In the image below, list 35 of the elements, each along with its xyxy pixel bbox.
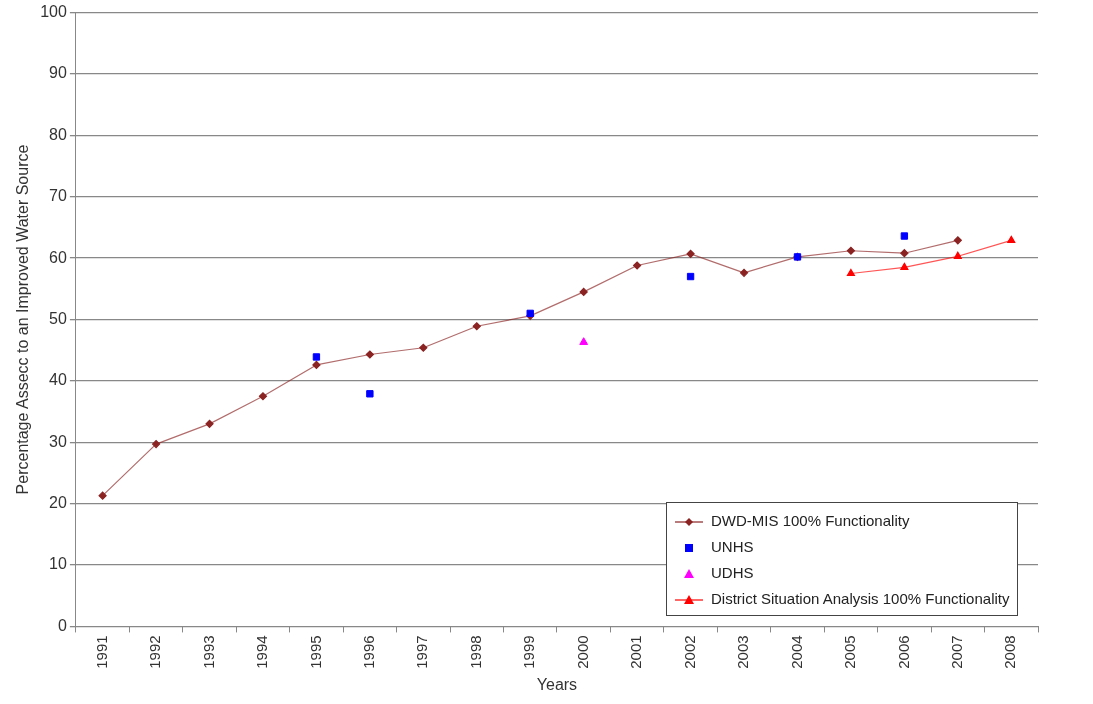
x-tick-label: 1998 <box>466 635 484 669</box>
x-tick-label: 2005 <box>841 635 859 669</box>
y-axis-title: Percentage Assecc to an Improved Water Source <box>14 144 32 495</box>
y-tick-label: 20 <box>49 494 67 512</box>
x-tick-label: 2006 <box>894 635 912 669</box>
x-tick-label: 1997 <box>413 635 431 669</box>
x-tick-label: 1996 <box>360 635 378 669</box>
y-tick-label: 40 <box>49 371 67 389</box>
y-tick-label: 10 <box>49 555 67 573</box>
y-tick-label: 80 <box>49 125 67 143</box>
x-tick-label: 1999 <box>520 635 538 669</box>
x-tick-label: 1992 <box>146 635 164 669</box>
legend-label: UNHS <box>711 537 754 555</box>
y-tick-label: 90 <box>49 64 67 82</box>
x-tick-label: 2000 <box>573 635 591 669</box>
y-tick-label: 60 <box>49 248 67 266</box>
x-tick-label: 1994 <box>253 635 271 669</box>
legend-label: District Situation Analysis 100% Functionality <box>711 589 1010 607</box>
x-axis-title: Years <box>536 675 578 693</box>
x-tick-label: 2007 <box>947 635 965 669</box>
x-tick-label: 1991 <box>92 635 110 669</box>
legend-label: UDHS <box>711 563 754 581</box>
y-tick-label: 0 <box>57 616 67 634</box>
legend-label: DWD-MIS 100% Functionality <box>711 511 910 529</box>
y-tick-label: 30 <box>49 432 67 450</box>
y-tick-label: 70 <box>49 187 67 205</box>
x-tick-label: 1995 <box>306 635 324 669</box>
x-tick-label: 2001 <box>627 635 645 669</box>
x-tick-label: 2008 <box>1001 635 1019 669</box>
x-tick-label: 2004 <box>787 635 805 669</box>
x-tick-label: 2003 <box>734 635 752 669</box>
x-tick-label: 2002 <box>680 635 698 669</box>
x-tick-label: 1993 <box>199 635 217 669</box>
y-tick-label: 50 <box>49 309 67 327</box>
y-tick-label: 100 <box>40 3 67 21</box>
